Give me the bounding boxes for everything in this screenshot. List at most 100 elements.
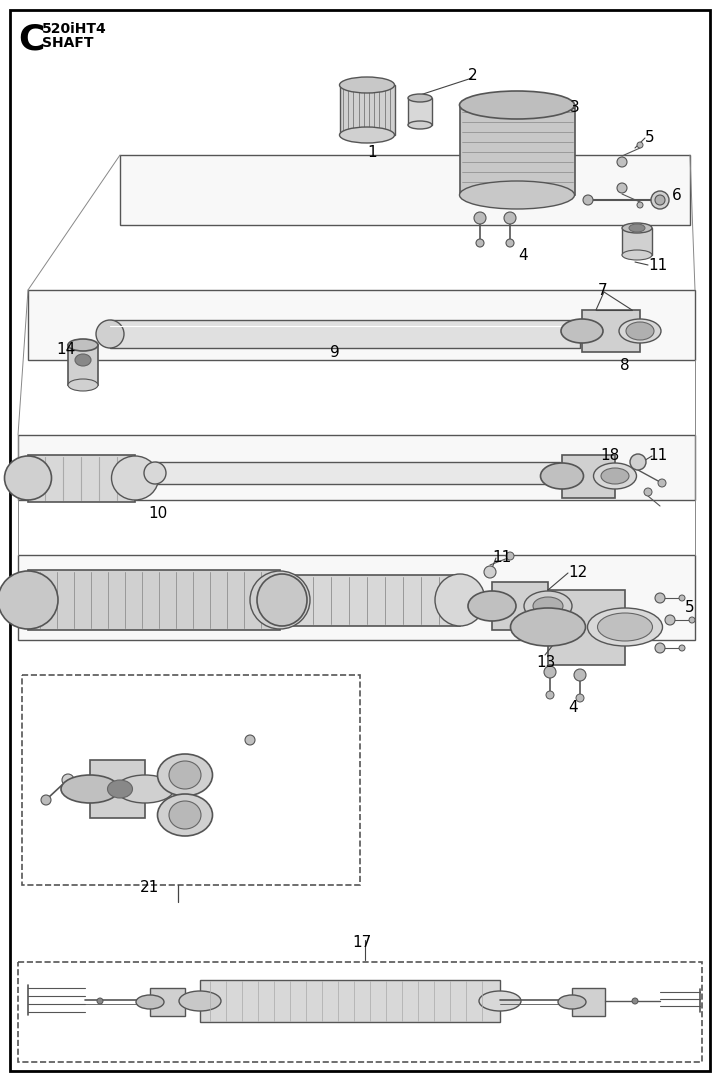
Polygon shape [18,435,695,501]
Text: 520iHT4: 520iHT4 [42,22,107,36]
Ellipse shape [561,319,603,343]
Ellipse shape [116,775,174,803]
Polygon shape [200,980,500,1022]
Text: 21: 21 [140,880,159,895]
Circle shape [41,795,51,805]
Ellipse shape [179,991,221,1011]
Text: 17: 17 [352,935,372,950]
Ellipse shape [340,126,395,143]
Text: 6: 6 [672,188,682,203]
Circle shape [506,552,514,560]
Text: 14: 14 [56,342,76,357]
Circle shape [484,566,496,578]
Ellipse shape [601,468,629,484]
Ellipse shape [408,121,432,129]
Polygon shape [28,290,695,360]
Text: 4: 4 [518,248,528,263]
Circle shape [506,239,514,246]
Polygon shape [150,988,185,1016]
Ellipse shape [144,462,166,484]
Circle shape [97,998,103,1004]
Circle shape [644,488,652,496]
Ellipse shape [541,463,583,489]
Ellipse shape [651,191,669,209]
Ellipse shape [75,353,91,366]
Ellipse shape [61,775,119,803]
Ellipse shape [107,780,132,798]
Circle shape [679,595,685,601]
Circle shape [658,479,666,488]
Polygon shape [622,228,652,255]
Text: 11: 11 [492,550,511,565]
Ellipse shape [468,591,516,620]
Circle shape [476,239,484,246]
Ellipse shape [340,77,395,93]
Polygon shape [68,345,98,385]
Polygon shape [28,455,135,502]
Text: 5: 5 [685,600,695,615]
Polygon shape [492,582,548,630]
Text: 11: 11 [648,258,667,273]
Ellipse shape [622,250,652,261]
Polygon shape [18,555,695,640]
Ellipse shape [169,761,201,789]
Ellipse shape [655,195,665,205]
Circle shape [544,666,556,678]
Bar [22,675,360,885]
Circle shape [637,142,643,148]
Ellipse shape [626,322,654,341]
Ellipse shape [257,574,307,626]
Ellipse shape [112,456,158,501]
Text: 10: 10 [148,506,167,521]
Circle shape [474,212,486,224]
Circle shape [689,617,695,623]
Circle shape [655,593,665,603]
Ellipse shape [524,591,572,620]
Polygon shape [155,462,560,484]
Ellipse shape [558,995,586,1009]
Circle shape [504,212,516,224]
Circle shape [630,454,646,470]
Ellipse shape [533,597,563,615]
Text: 3: 3 [570,101,580,115]
Polygon shape [90,760,145,818]
Ellipse shape [622,223,652,233]
Ellipse shape [250,571,310,629]
Circle shape [617,157,627,166]
Circle shape [655,643,665,653]
Ellipse shape [158,755,212,796]
Circle shape [617,183,627,193]
Ellipse shape [629,224,645,232]
Ellipse shape [0,571,58,629]
Ellipse shape [435,574,485,626]
Text: SHAFT: SHAFT [42,36,94,50]
Circle shape [576,694,584,702]
Ellipse shape [598,613,652,641]
Ellipse shape [4,456,52,501]
Circle shape [679,645,685,651]
Ellipse shape [96,320,124,348]
Polygon shape [582,310,640,352]
Text: 5: 5 [645,130,654,145]
Circle shape [665,615,675,625]
Circle shape [574,669,586,681]
Text: 11: 11 [648,448,667,463]
Bar [18,962,702,1062]
Circle shape [637,202,643,208]
Ellipse shape [68,379,98,391]
Ellipse shape [619,319,661,343]
Ellipse shape [408,94,432,102]
Text: 4: 4 [568,700,577,715]
Text: 8: 8 [620,358,629,373]
Text: 1: 1 [367,145,377,160]
Text: 13: 13 [536,655,555,670]
Polygon shape [548,590,625,665]
Text: 12: 12 [568,565,588,580]
Ellipse shape [136,995,164,1009]
Circle shape [546,691,554,699]
Ellipse shape [459,91,575,119]
Ellipse shape [68,339,98,351]
Text: C: C [18,22,45,56]
Text: 7: 7 [598,283,608,298]
Ellipse shape [158,795,212,836]
